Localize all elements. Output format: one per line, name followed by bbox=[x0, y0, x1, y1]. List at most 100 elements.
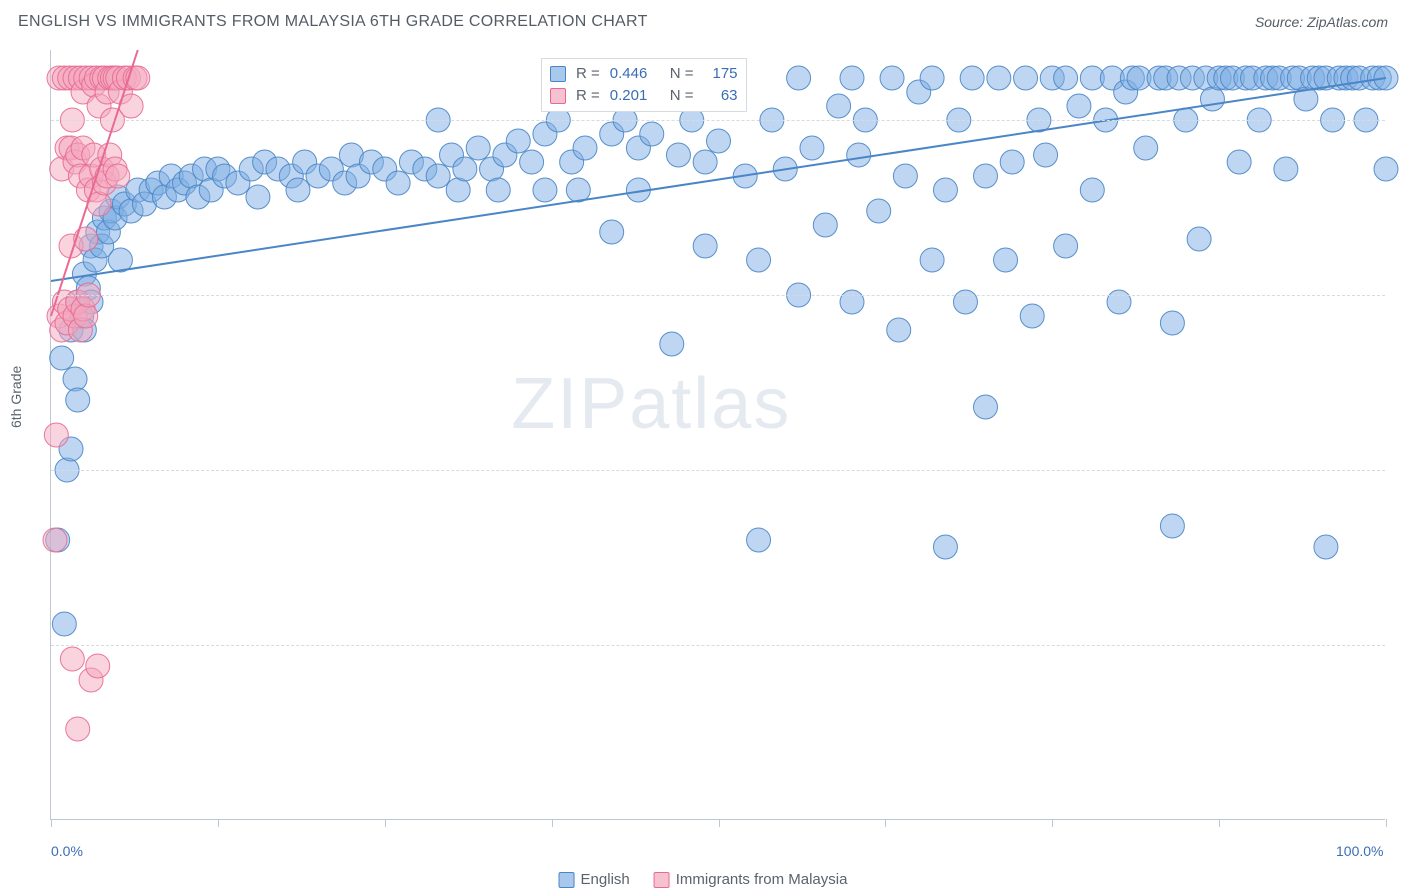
gridline-h bbox=[51, 470, 1385, 471]
data-point bbox=[66, 388, 90, 412]
x-tick-mark bbox=[719, 819, 720, 827]
data-point bbox=[86, 654, 110, 678]
data-point bbox=[573, 136, 597, 160]
data-point bbox=[840, 66, 864, 90]
y-axis-label: 6th Grade bbox=[8, 366, 24, 428]
data-point bbox=[813, 213, 837, 237]
x-tick-label: 100.0% bbox=[1336, 843, 1383, 859]
data-point bbox=[453, 157, 477, 181]
data-point bbox=[1134, 136, 1158, 160]
data-point bbox=[920, 248, 944, 272]
data-point bbox=[74, 227, 98, 251]
data-point bbox=[50, 346, 74, 370]
legend-label: English bbox=[581, 871, 630, 888]
data-point bbox=[640, 122, 664, 146]
legend-item-malaysia: Immigrants from Malaysia bbox=[654, 871, 848, 888]
legend-n-value-malaysia: 63 bbox=[704, 85, 738, 107]
data-point bbox=[960, 66, 984, 90]
data-point bbox=[693, 234, 717, 258]
data-point bbox=[707, 129, 731, 153]
data-point bbox=[74, 304, 98, 328]
data-point bbox=[533, 178, 557, 202]
data-point bbox=[106, 164, 130, 188]
y-tick-label: 95.0% bbox=[1395, 462, 1406, 478]
data-point bbox=[840, 290, 864, 314]
data-point bbox=[446, 178, 470, 202]
data-point bbox=[880, 66, 904, 90]
data-point bbox=[827, 94, 851, 118]
x-tick-mark bbox=[218, 819, 219, 827]
legend-swatch-english bbox=[550, 66, 566, 82]
data-point bbox=[246, 185, 270, 209]
gridline-h bbox=[51, 645, 1385, 646]
data-point bbox=[1160, 514, 1184, 538]
data-point bbox=[920, 66, 944, 90]
data-point bbox=[566, 178, 590, 202]
data-point bbox=[1187, 227, 1211, 251]
data-point bbox=[1274, 157, 1298, 181]
data-point bbox=[386, 171, 410, 195]
data-point bbox=[60, 647, 84, 671]
correlation-legend: R = 0.446 N = 175 R = 0.201 N = 63 bbox=[541, 58, 747, 112]
data-point bbox=[506, 129, 530, 153]
x-tick-mark bbox=[51, 819, 52, 827]
data-point bbox=[994, 248, 1018, 272]
legend-item-english: English bbox=[559, 871, 630, 888]
data-point bbox=[953, 290, 977, 314]
data-point bbox=[426, 164, 450, 188]
legend-n-label: N = bbox=[670, 85, 694, 107]
data-point bbox=[1374, 157, 1398, 181]
x-tick-label: 0.0% bbox=[51, 843, 83, 859]
data-point bbox=[600, 220, 624, 244]
data-point bbox=[1067, 94, 1091, 118]
data-point bbox=[1000, 150, 1024, 174]
data-point bbox=[466, 136, 490, 160]
data-point bbox=[847, 143, 871, 167]
data-point bbox=[747, 528, 771, 552]
x-tick-mark bbox=[552, 819, 553, 827]
chart-title: ENGLISH VS IMMIGRANTS FROM MALAYSIA 6TH … bbox=[18, 13, 648, 31]
data-point bbox=[974, 395, 998, 419]
legend-n-label: N = bbox=[670, 63, 694, 85]
data-point bbox=[800, 136, 824, 160]
legend-row-malaysia: R = 0.201 N = 63 bbox=[550, 85, 738, 107]
data-point bbox=[1080, 178, 1104, 202]
y-tick-label: 97.5% bbox=[1395, 287, 1406, 303]
data-point bbox=[974, 164, 998, 188]
data-point bbox=[520, 150, 544, 174]
scatter-svg bbox=[51, 50, 1385, 819]
data-point bbox=[1160, 311, 1184, 335]
chart-plot-area: ZIPatlas R = 0.446 N = 175 R = 0.201 N =… bbox=[50, 50, 1385, 820]
x-tick-mark bbox=[1052, 819, 1053, 827]
gridline-h bbox=[51, 120, 1385, 121]
y-tick-label: 92.5% bbox=[1395, 637, 1406, 653]
x-tick-mark bbox=[385, 819, 386, 827]
data-point bbox=[1014, 66, 1038, 90]
legend-r-label: R = bbox=[576, 85, 600, 107]
data-point bbox=[666, 143, 690, 167]
data-point bbox=[486, 178, 510, 202]
data-point bbox=[66, 717, 90, 741]
legend-row-english: R = 0.446 N = 175 bbox=[550, 63, 738, 85]
x-tick-mark bbox=[1386, 819, 1387, 827]
data-point bbox=[286, 178, 310, 202]
data-point bbox=[1200, 87, 1224, 111]
data-point bbox=[887, 318, 911, 342]
data-point bbox=[1020, 304, 1044, 328]
data-point bbox=[1107, 290, 1131, 314]
data-point bbox=[1054, 66, 1078, 90]
data-point bbox=[52, 612, 76, 636]
data-point bbox=[660, 332, 684, 356]
data-point bbox=[747, 248, 771, 272]
data-point bbox=[693, 150, 717, 174]
legend-r-value-english: 0.446 bbox=[610, 63, 660, 85]
data-point bbox=[787, 66, 811, 90]
y-tick-label: 100.0% bbox=[1395, 112, 1406, 128]
legend-n-value-english: 175 bbox=[704, 63, 738, 85]
legend-swatch-icon bbox=[559, 872, 575, 888]
data-point bbox=[987, 66, 1011, 90]
data-point bbox=[933, 535, 957, 559]
data-point bbox=[933, 178, 957, 202]
data-point bbox=[1314, 535, 1338, 559]
gridline-h bbox=[51, 295, 1385, 296]
